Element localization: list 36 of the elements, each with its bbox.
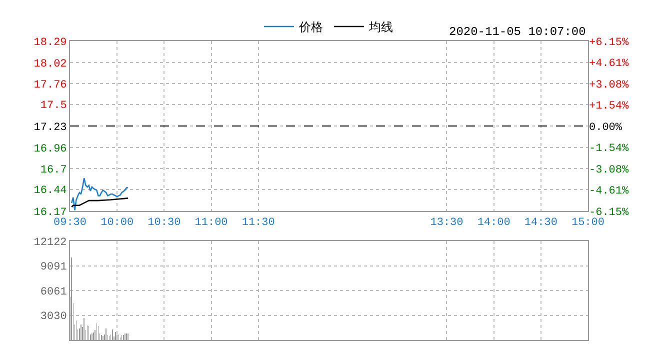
y2-tick-label: -4.61% (589, 186, 630, 198)
y-tick-label: 16.44 (34, 185, 68, 198)
y-tick-label: 16.17 (34, 206, 67, 219)
y-tick-label: 17.23 (34, 122, 67, 134)
y2-tick-label: -6.15% (589, 206, 630, 219)
legend-label: 均线 (368, 20, 393, 34)
y-tick-label: 18.02 (34, 58, 67, 70)
x-tick-label: 10:00 (100, 217, 134, 230)
x-tick-label: 14:30 (524, 217, 558, 230)
legend-label: 价格 (298, 20, 323, 34)
y-tick-label: 12122 (34, 236, 67, 249)
y2-tick-label: +3.08% (589, 79, 630, 92)
x-tick-label: 11:00 (194, 217, 228, 230)
y2-tick-label: +4.61% (589, 58, 630, 70)
y2-tick-label: +1.54% (589, 100, 630, 113)
line-series (70, 198, 129, 208)
x-tick-label: 14:00 (477, 217, 510, 230)
y-tick-label: 18.29 (34, 36, 67, 49)
text: 2020-11-05 10:07:00 (449, 25, 586, 39)
y-tick-label: 17.76 (34, 79, 67, 92)
line-series (70, 177, 129, 211)
y2-tick-label: +6.15% (589, 36, 630, 49)
y-tick-label: 16.96 (34, 144, 67, 156)
x-tick-label: 13:30 (430, 217, 464, 230)
y-tick-label: 3030 (40, 311, 67, 324)
y-tick-label: 17.5 (40, 100, 67, 112)
x-tick-label: 15:00 (571, 217, 605, 230)
x-tick-label: 09:30 (53, 217, 87, 230)
y2-tick-label: 0.00% (589, 122, 622, 134)
x-tick-label: 10:30 (148, 217, 181, 230)
y2-tick-label: -3.08% (589, 164, 630, 176)
y-tick-label: 16.7 (40, 164, 67, 176)
y-tick-label: 6061 (40, 286, 68, 298)
y-tick-label: 9091 (40, 262, 68, 274)
y2-tick-label: -1.54% (589, 143, 630, 156)
x-tick-label: 11:30 (242, 217, 275, 230)
